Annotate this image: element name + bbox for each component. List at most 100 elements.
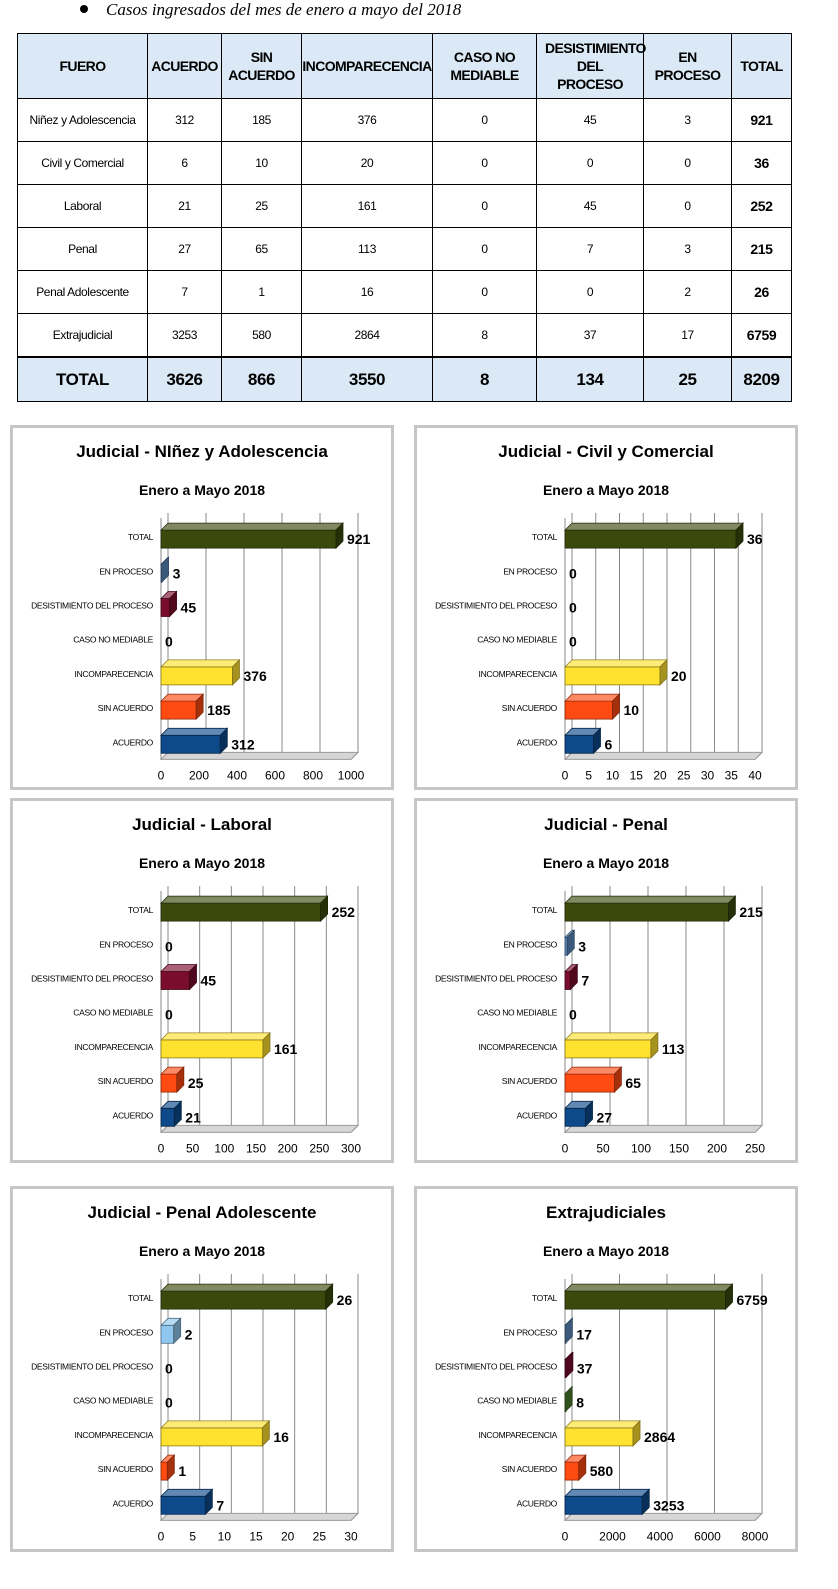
bar-side (569, 963, 578, 991)
bar-total (564, 1283, 734, 1311)
bar-sin-acuerdo (160, 1454, 176, 1482)
bar-front (564, 971, 571, 990)
data-label: 6759 (737, 1292, 768, 1308)
data-label: 37 (577, 1361, 593, 1377)
table-total-cell: 3550 (301, 356, 433, 402)
category-label: ACUERDO (113, 1110, 154, 1120)
table-total-cell: 8 (432, 356, 537, 402)
data-label: 0 (569, 634, 577, 650)
bar-front (160, 666, 233, 686)
table-cell: 25 (221, 184, 302, 228)
x-tick-label: 800 (303, 768, 323, 782)
bar-side (335, 522, 344, 550)
data-label: 45 (181, 600, 197, 616)
category-label: CASO NO MEDIABLE (73, 1008, 153, 1018)
table-cell: 376 (301, 98, 433, 142)
category-label: ACUERDO (113, 1498, 154, 1508)
bar-chart: 0 200 400 600 800 1000 TOTAL 921 EN PROCESO 3 DESI… (31, 513, 371, 782)
data-label: 0 (165, 1395, 173, 1411)
plot-area (161, 886, 358, 1133)
x-tick-label: 25 (313, 1529, 327, 1543)
bar-side (320, 895, 329, 923)
x-tick-label: 150 (246, 1141, 266, 1155)
column-header-incomparecencia: INCOMPARECENCIA (301, 33, 433, 99)
table-total-row: TOTAL 3626 866 3550 8 134 25 8209 (17, 356, 792, 402)
bar-acuerdo (564, 727, 602, 755)
x-tick-label: 0 (158, 768, 165, 782)
data-label: 17 (576, 1326, 592, 1342)
table-cell: 10 (221, 141, 302, 185)
data-label: 7 (216, 1497, 224, 1513)
category-label: CASO NO MEDIABLE (73, 1396, 153, 1406)
x-tick-label: 35 (725, 768, 739, 782)
table-cell: Extrajudicial (17, 313, 148, 358)
bar-en-proceso (564, 1317, 574, 1345)
bar-side (262, 1031, 271, 1059)
chart-subtitle: Enero a Mayo 2018 (542, 1243, 670, 1259)
x-tick-label: 100 (214, 1141, 234, 1155)
chart-subtitle: Enero a Mayo 2018 (542, 855, 670, 871)
column-header-desistimiento: DESISTIMIENTO DEL PROCESO (536, 33, 646, 99)
category-label: TOTAL (532, 905, 558, 915)
bar-acuerdo (564, 1100, 594, 1128)
plot-area (161, 1274, 358, 1521)
table-cell: 0 (432, 270, 537, 314)
table-cell: 3253 (147, 313, 222, 358)
bar-sin-acuerdo (160, 1066, 185, 1094)
bar-side (173, 1317, 182, 1345)
table-cell: 17 (643, 313, 732, 358)
bar-incomparecencia (160, 1031, 271, 1059)
x-tick-label: 0 (562, 768, 569, 782)
table-cell: 2864 (301, 313, 433, 358)
category-label: EN PROCESO (503, 1327, 557, 1337)
bar-acuerdo (160, 727, 229, 755)
bar-chart: 0 50 100 150 200 250 TOTAL 215 EN PROCESO 3 DESIST… (435, 886, 765, 1155)
bar-total (160, 895, 329, 923)
bar-side (735, 522, 744, 550)
table-cell-total: 921 (731, 98, 792, 142)
x-tick-label: 400 (227, 768, 247, 782)
bar-acuerdo (160, 1488, 214, 1516)
cases-table: FUERO ACUERDO SIN ACUERDO INCOMPARECENCI… (17, 33, 792, 402)
table-cell: 0 (432, 141, 537, 185)
table-row: Penal Adolescente 7 1 16 0 0 2 26 (17, 270, 792, 314)
chart-panel-penal: Judicial - Penal Enero a Mayo 2018 0 50 10… (414, 798, 798, 1163)
table-cell: 6 (147, 141, 222, 185)
x-tick-label: 100 (631, 1141, 651, 1155)
bar-top (160, 727, 229, 736)
category-label: CASO NO MEDIABLE (477, 1396, 557, 1406)
column-header-total: TOTAL (731, 33, 792, 99)
bar-caso-no-mediable (564, 1385, 574, 1413)
chart-panel-laboral: Judicial - Laboral Enero a Mayo 2018 0 50… (10, 798, 394, 1163)
category-label: DESISTIMIENTO DEL PROCESO (435, 974, 558, 984)
data-label: 7 (581, 973, 589, 989)
category-label: INCOMPARECENCIA (479, 669, 558, 679)
bar-en-proceso (160, 1317, 182, 1345)
table-cell: 1 (221, 270, 302, 314)
bar-side (632, 1419, 641, 1447)
table-cell: Penal Adolescente (17, 270, 148, 314)
chart-title: Judicial - Penal (544, 815, 668, 834)
column-header-sin-acuerdo: SIN ACUERDO (221, 33, 302, 99)
category-label: SIN ACUERDO (98, 1464, 154, 1474)
x-tick-label: 250 (745, 1141, 765, 1155)
chart-title: Judicial - Penal Adolescente (87, 1203, 317, 1222)
data-label: 21 (185, 1109, 201, 1125)
bar-top (160, 895, 329, 904)
bar-side (195, 693, 204, 721)
x-tick-label: 40 (748, 768, 762, 782)
bar-top (564, 895, 737, 904)
table-cell: 0 (536, 141, 644, 185)
section-heading: Casos ingresados del mes de enero a mayo… (80, 0, 461, 20)
chart-title: Extrajudiciales (545, 1203, 666, 1222)
data-label: 27 (597, 1109, 613, 1125)
bar-front (564, 1495, 643, 1515)
data-label: 10 (624, 702, 640, 718)
category-label: ACUERDO (517, 1498, 558, 1508)
table-cell: 7 (536, 227, 644, 271)
category-label: ACUERDO (113, 737, 154, 747)
category-label: INCOMPARECENCIA (479, 1042, 558, 1052)
category-label: EN PROCESO (99, 1327, 153, 1337)
table-cell: Niñez y Adolescencia (17, 98, 148, 142)
